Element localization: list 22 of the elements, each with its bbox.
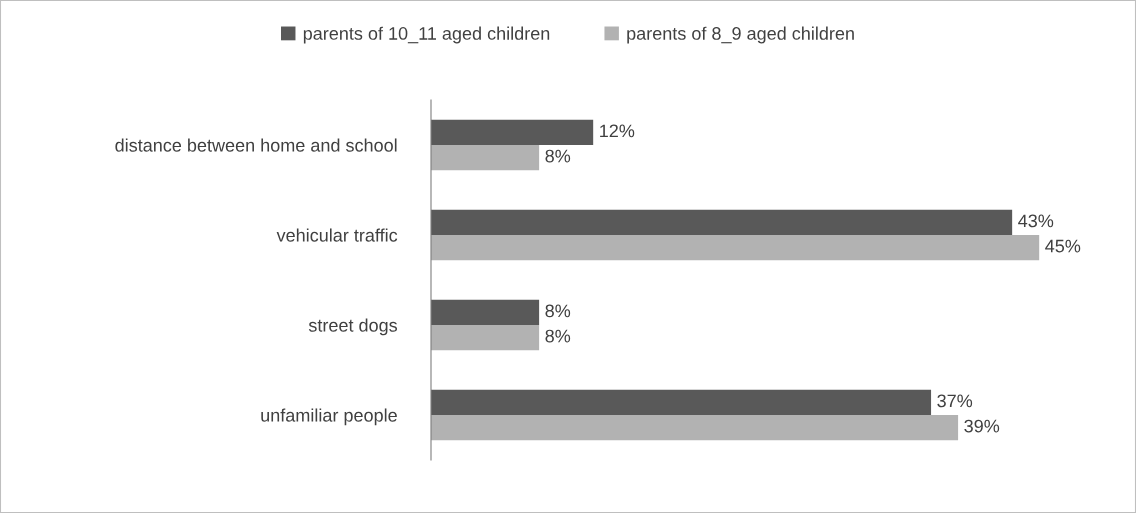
y-tick-label: street dogs (308, 318, 398, 336)
bar (431, 209, 1013, 235)
data-label: 8% (545, 149, 571, 163)
legend-label: parents of 10_11 aged children (303, 26, 550, 44)
y-tick-label: vehicular traffic (276, 228, 398, 242)
bar (431, 415, 959, 441)
data-label: 37% (937, 394, 973, 408)
y-tick-label: distance between home and school (115, 138, 397, 152)
data-label: 8% (545, 304, 571, 318)
bar (431, 389, 932, 415)
bar (431, 119, 594, 145)
legend-label: parents of 8_9 aged children (627, 26, 854, 44)
bar (431, 325, 540, 351)
bar (431, 235, 1040, 261)
bar (431, 145, 540, 171)
data-label: 45% (1045, 239, 1081, 253)
data-label: 39% (964, 419, 1000, 433)
data-label: 8% (545, 329, 571, 343)
bar (431, 299, 540, 325)
data-label: 12% (600, 124, 635, 138)
data-label: 43% (1018, 214, 1054, 228)
y-tick-label: unfamiliar people (261, 408, 397, 426)
